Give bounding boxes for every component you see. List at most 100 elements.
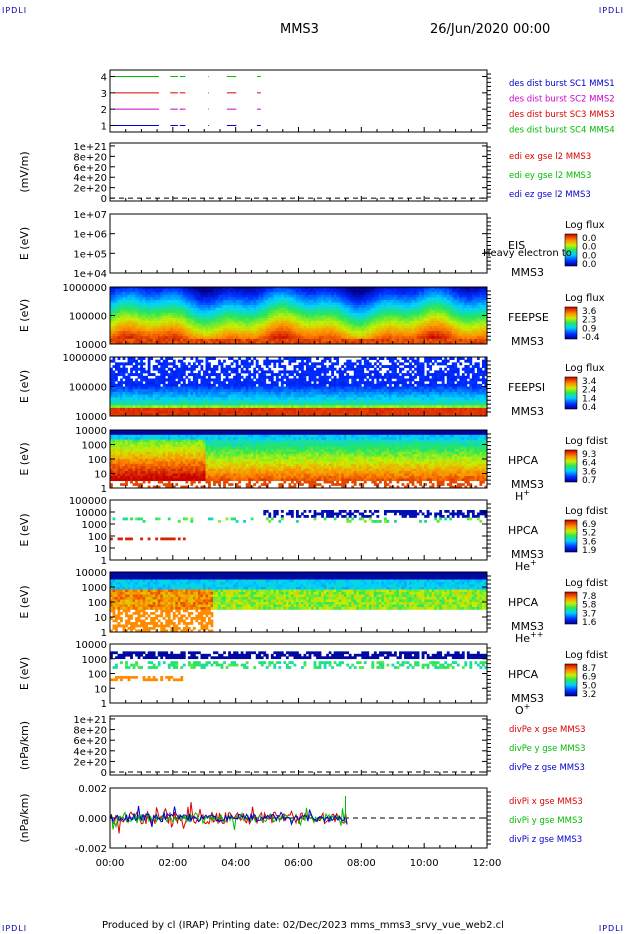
spectrogram-cell — [180, 336, 184, 340]
spectrogram-cell — [213, 381, 216, 385]
spectrogram-cell — [426, 325, 430, 329]
spectrogram-cell — [321, 318, 324, 321]
spectrogram-cell — [125, 305, 128, 309]
spectrogram-cell — [190, 323, 194, 327]
spectrogram-cell — [446, 328, 450, 332]
spectrogram-cell — [371, 333, 375, 337]
spectrogram-cell — [265, 399, 269, 403]
spectrogram-cell — [218, 338, 221, 342]
spectrogram-cell — [301, 299, 304, 303]
spectrogram-cell — [162, 297, 166, 301]
spectrogram-cell — [220, 386, 224, 390]
spectrogram-cell — [132, 297, 136, 301]
spectrogram-cell — [270, 375, 274, 379]
spectrogram-cell — [416, 292, 420, 296]
spectrogram-cell — [197, 287, 201, 290]
spectrogram-cell — [449, 338, 453, 342]
spectrogram-cell — [215, 336, 219, 340]
spectrogram-cell — [162, 407, 166, 411]
spectrogram-cell — [386, 312, 390, 316]
y-tick-label: 100000 — [69, 312, 107, 323]
spectrogram-cell — [185, 294, 189, 298]
spectrogram-cell — [275, 287, 279, 290]
spectrogram-cell — [456, 287, 460, 290]
spectrogram-cell — [301, 307, 304, 311]
spectrogram-cell — [295, 333, 299, 337]
spectrogram-cell — [135, 362, 138, 366]
spectrogram-cell — [268, 294, 272, 298]
spectrogram-cell — [110, 305, 113, 309]
spectrogram-cell — [177, 389, 181, 393]
spectrogram-cell — [253, 399, 257, 403]
spectrogram-cell — [132, 315, 136, 319]
spectrogram-cell — [165, 399, 169, 403]
spectrogram-cell — [205, 410, 209, 414]
spectrogram-cell — [197, 386, 201, 390]
spectrogram-cell — [258, 386, 262, 390]
spectrogram-cell — [235, 297, 239, 301]
spectrogram-cell — [110, 375, 113, 379]
spectrogram-cell — [288, 383, 292, 387]
spectrogram-cell — [175, 381, 179, 385]
spectrogram-cell — [303, 333, 307, 337]
spectrogram-cell — [205, 289, 209, 293]
spectrogram-cell — [474, 310, 478, 314]
spectrogram-cell — [275, 378, 279, 382]
spectrogram-cell — [248, 325, 252, 329]
spectrogram-cell — [343, 328, 347, 332]
spectrogram-cell — [258, 405, 262, 409]
spectrogram-cell — [248, 373, 252, 377]
spectrogram-cell — [157, 315, 161, 319]
spectrogram-cell — [406, 320, 410, 324]
spectrogram-cell — [250, 336, 254, 340]
spectrogram-cell — [388, 307, 392, 311]
spectrogram-cell — [182, 367, 186, 371]
spectrogram-cell — [220, 328, 224, 332]
spectrogram-cell — [471, 336, 475, 340]
spectrogram-cell — [303, 287, 307, 290]
spectrogram-cell — [120, 386, 123, 390]
spectrogram-cell — [135, 297, 138, 301]
spectrogram-cell — [270, 407, 274, 411]
spectrogram-cell — [409, 292, 412, 296]
spectrogram-cell — [170, 289, 174, 293]
spectrogram-cell — [225, 394, 229, 398]
spectrogram-cell — [318, 289, 322, 293]
spectrogram-cell — [318, 292, 322, 296]
spectrogram-cell — [263, 289, 267, 293]
spectrogram-cell — [451, 320, 455, 324]
spectrogram-cell — [248, 328, 252, 332]
spectrogram-cell — [110, 287, 113, 290]
spectrogram-cell — [270, 373, 274, 377]
spectrogram-cell — [258, 302, 262, 306]
spectrogram-cell — [152, 405, 156, 409]
spectrogram-cell — [268, 389, 272, 393]
spectrogram-cell — [172, 331, 176, 334]
y-tick-label: 4 — [101, 73, 107, 84]
spectrogram-cell — [197, 359, 201, 363]
spectrogram-cell — [371, 338, 375, 342]
spectrogram-cell — [130, 307, 133, 311]
spectrogram-cell — [481, 292, 485, 296]
spectrogram-cell — [160, 289, 164, 293]
spectrogram-cell — [145, 287, 148, 290]
spectrogram-cell — [230, 287, 234, 290]
spectrogram-cell — [215, 299, 219, 303]
colorbar-tick-label: 0.9 — [582, 324, 597, 334]
spectrogram-cell — [157, 328, 161, 332]
spectrogram-cell — [283, 375, 287, 379]
spectrogram-cell — [441, 341, 445, 345]
spectrogram-cell — [265, 407, 269, 411]
spectrogram-cell — [195, 333, 199, 337]
spectrogram-cell — [346, 294, 350, 298]
spectrogram-cell — [439, 336, 443, 340]
spectrogram-cell — [383, 323, 387, 327]
spectrogram-cell — [464, 325, 468, 329]
spectrogram-cell — [414, 331, 417, 334]
spectrogram-cell — [140, 365, 143, 369]
spectrogram-cell — [150, 394, 154, 398]
spectrogram-cell — [250, 302, 254, 306]
spectrogram-cell — [170, 410, 174, 414]
spectrogram-cell — [459, 341, 463, 345]
spectrogram-cell — [140, 325, 143, 329]
